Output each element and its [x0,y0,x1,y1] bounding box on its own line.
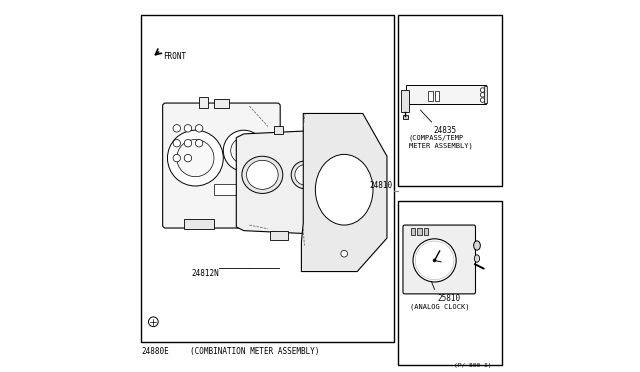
Text: (COMBINATION METER ASSEMBLY): (COMBINATION METER ASSEMBLY) [190,347,319,356]
Ellipse shape [474,241,481,250]
Circle shape [173,140,180,147]
Bar [273,126,283,134]
Bar [270,231,289,240]
Text: 24810: 24810 [369,181,392,190]
Text: 24880E: 24880E [141,347,169,356]
Circle shape [231,138,257,164]
Circle shape [168,130,223,186]
Text: 25810: 25810 [437,294,460,303]
Bar [484,86,487,103]
Bar [406,85,486,104]
Text: 24812N: 24812N [191,269,219,278]
Text: METER ASSEMBLY): METER ASSEMBLY) [408,143,472,149]
Ellipse shape [316,154,373,225]
Bar [435,91,440,101]
Bar [141,15,394,342]
Circle shape [415,241,454,280]
Ellipse shape [474,255,479,262]
Bar [403,115,408,119]
FancyBboxPatch shape [163,103,280,228]
Circle shape [184,154,191,162]
Text: 24835: 24835 [433,126,456,135]
Bar [417,228,422,235]
FancyBboxPatch shape [403,225,476,294]
Bar [184,219,214,229]
Bar [401,90,410,112]
Circle shape [413,239,456,282]
Bar [424,228,428,235]
Bar [398,15,502,186]
Bar [275,132,285,147]
Polygon shape [301,113,387,272]
Ellipse shape [291,161,319,189]
Circle shape [177,140,214,177]
Bar [199,97,209,108]
Circle shape [184,140,191,147]
Circle shape [173,125,180,132]
Ellipse shape [246,160,278,189]
Bar [411,228,415,235]
Text: (P/ 800 I): (P/ 800 I) [454,363,491,368]
Circle shape [341,250,348,257]
Circle shape [223,130,264,171]
Bar [214,184,236,195]
Circle shape [433,259,436,262]
Polygon shape [236,130,322,234]
Bar [428,91,433,101]
Bar [214,99,229,108]
Ellipse shape [242,156,283,193]
Circle shape [184,125,191,132]
Circle shape [481,88,484,92]
Bar [398,201,502,365]
Circle shape [173,154,180,162]
Bar [275,158,285,173]
Circle shape [195,125,203,132]
Circle shape [195,140,203,147]
Text: FRONT: FRONT [163,52,186,61]
Circle shape [481,98,484,102]
Text: (COMPASS/TEMP: (COMPASS/TEMP [408,135,464,141]
Circle shape [148,317,158,327]
Text: (ANALOG CLOCK): (ANALOG CLOCK) [410,303,470,310]
Circle shape [481,93,484,97]
Ellipse shape [295,165,316,185]
